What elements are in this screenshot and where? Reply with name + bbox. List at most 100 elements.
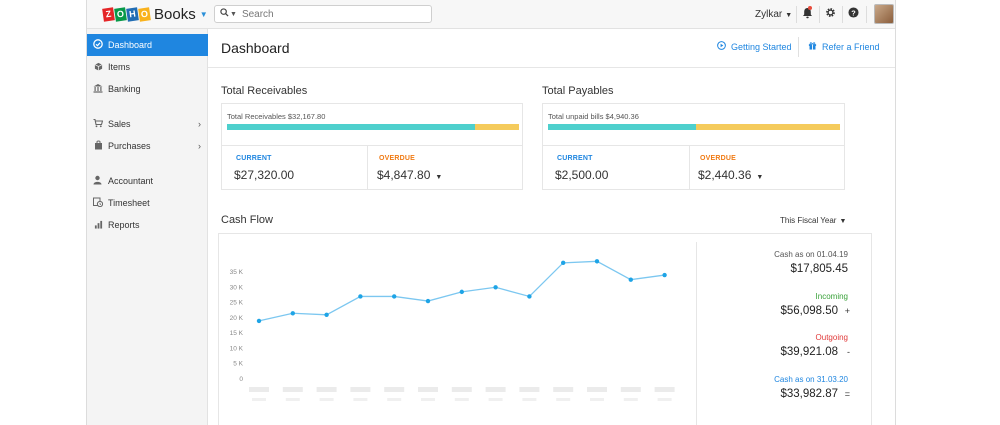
search-input[interactable] xyxy=(241,8,422,20)
org-name: Zylkar xyxy=(755,9,783,20)
sidebar: Dashboard Items Banking Sales › Purcha xyxy=(87,29,208,425)
y-tick-label: 15 K xyxy=(230,330,244,337)
receivables-overdue-value: $4,847.80 xyxy=(377,168,431,182)
y-tick-label: 25 K xyxy=(230,300,244,307)
data-point[interactable] xyxy=(594,259,600,264)
getting-started-link[interactable]: Getting Started xyxy=(717,41,792,52)
app-window: Z O H O Books ▼ ▼ Zylkar▼ ? xyxy=(86,0,896,425)
top-bar: Z O H O Books ▼ ▼ Zylkar▼ ? xyxy=(87,0,895,29)
x-tick-placeholder xyxy=(350,387,371,392)
payables-progress-bar xyxy=(548,124,840,130)
x-tick-placeholder xyxy=(488,398,503,401)
payables-current-value: $2,500.00 xyxy=(555,168,609,182)
x-tick-placeholder xyxy=(454,398,469,401)
payables-overdue-label: OVERDUE xyxy=(700,155,737,162)
data-point[interactable] xyxy=(425,298,431,304)
bell-icon[interactable] xyxy=(802,7,813,22)
search-box[interactable]: ▼ xyxy=(214,5,432,23)
divider xyxy=(689,145,690,190)
sidebar-item-reports[interactable]: Reports xyxy=(87,214,208,236)
play-icon xyxy=(717,41,726,52)
org-switcher[interactable]: Zylkar ▼ xyxy=(755,9,792,20)
data-point[interactable] xyxy=(493,285,498,290)
x-tick-placeholder xyxy=(654,387,675,392)
sidebar-item-dashboard[interactable]: Dashboard xyxy=(87,34,208,56)
divider xyxy=(222,145,522,146)
divider xyxy=(696,242,697,425)
data-point[interactable] xyxy=(561,260,566,266)
sidebar-item-label: Banking xyxy=(108,84,141,94)
data-point[interactable] xyxy=(358,294,363,299)
sidebar-item-timesheet[interactable]: Timesheet xyxy=(87,192,208,214)
payables-overdue-dropdown[interactable]: $2,440.36 ▼ xyxy=(698,168,763,182)
receivables-bar-label: Total Receivables $32,167.80 xyxy=(227,112,326,121)
payables-current-fill xyxy=(548,124,696,130)
opening-balance-label: Cash as on 01.04.19 xyxy=(774,250,848,259)
payables-bar-label: Total unpaid bills $4,940.36 xyxy=(548,112,639,121)
data-point[interactable] xyxy=(290,311,295,316)
chevron-down-icon: ▼ xyxy=(435,174,443,181)
avatar[interactable] xyxy=(874,4,894,24)
equals-sign: = xyxy=(844,389,850,399)
data-point[interactable] xyxy=(324,312,329,317)
receivables-progress-bar xyxy=(227,124,519,130)
chevron-down-icon[interactable]: ▼ xyxy=(230,10,237,18)
data-point[interactable] xyxy=(256,318,262,324)
chart-icon xyxy=(92,220,104,231)
sidebar-item-label: Timesheet xyxy=(108,198,150,208)
payables-overdue-value: $2,440.36 xyxy=(698,168,752,182)
gear-icon[interactable] xyxy=(825,7,836,21)
clock-icon xyxy=(92,197,104,209)
main-content: Dashboard Getting Started Refer a Friend… xyxy=(208,29,895,425)
sidebar-item-items[interactable]: Items xyxy=(87,56,208,78)
sidebar-item-purchases[interactable]: Purchases › xyxy=(87,135,208,157)
dashboard-icon xyxy=(92,39,104,51)
refer-friend-link[interactable]: Refer a Friend xyxy=(808,41,880,52)
refer-friend-label: Refer a Friend xyxy=(822,41,880,52)
x-tick-placeholder xyxy=(590,398,604,401)
app-logo[interactable]: Z O H O Books ▼ xyxy=(102,6,208,23)
page-title: Dashboard xyxy=(221,40,290,56)
logo-letter: Z xyxy=(102,7,115,22)
x-tick-placeholder xyxy=(282,387,303,392)
x-tick-placeholder xyxy=(252,398,266,401)
x-tick-placeholder xyxy=(418,387,438,392)
divider xyxy=(819,6,820,23)
sidebar-item-accountant[interactable]: Accountant xyxy=(87,170,208,192)
sidebar-item-banking[interactable]: Banking xyxy=(87,78,208,100)
sidebar-item-label: Dashboard xyxy=(108,40,153,50)
divider xyxy=(543,145,844,146)
x-tick-placeholder xyxy=(421,398,435,401)
data-point[interactable] xyxy=(662,272,667,278)
data-point[interactable] xyxy=(459,289,464,295)
data-point[interactable] xyxy=(628,277,633,282)
sidebar-item-label: Sales xyxy=(108,119,131,129)
x-tick-placeholder xyxy=(522,398,537,401)
receivables-current-value: $27,320.00 xyxy=(234,168,295,182)
divider xyxy=(367,145,368,190)
x-tick-placeholder xyxy=(623,398,638,401)
chevron-right-icon: › xyxy=(198,141,201,151)
chevron-down-icon[interactable]: ▼ xyxy=(199,10,208,19)
plus-sign: + xyxy=(844,306,850,316)
sidebar-item-label: Accountant xyxy=(108,176,154,186)
receivables-overdue-dropdown[interactable]: $4,847.80 ▼ xyxy=(377,168,442,182)
sidebar-item-sales[interactable]: Sales › xyxy=(87,113,208,135)
data-point[interactable] xyxy=(392,294,397,299)
data-point[interactable] xyxy=(527,294,532,299)
divider xyxy=(866,6,867,23)
getting-started-label: Getting Started xyxy=(731,41,792,52)
divider xyxy=(798,37,799,57)
search-icon[interactable] xyxy=(220,8,229,20)
period-dropdown[interactable]: This Fiscal Year ▼ xyxy=(780,216,846,225)
receivables-card: Total Receivables $32,167.80 CURRENT $27… xyxy=(221,103,523,190)
chevron-down-icon: ▼ xyxy=(839,218,847,225)
logo-letter: O xyxy=(138,7,151,22)
opening-balance-value: $17,805.45 xyxy=(790,263,848,275)
closing-balance-value: $33,982.87 xyxy=(780,388,838,400)
help-icon[interactable]: ? xyxy=(848,7,859,21)
brand-name: Books xyxy=(154,6,196,23)
closing-balance-label: Cash as on 31.03.20 xyxy=(774,375,848,384)
minus-sign: - xyxy=(847,347,850,357)
chevron-down-icon: ▼ xyxy=(756,174,764,181)
